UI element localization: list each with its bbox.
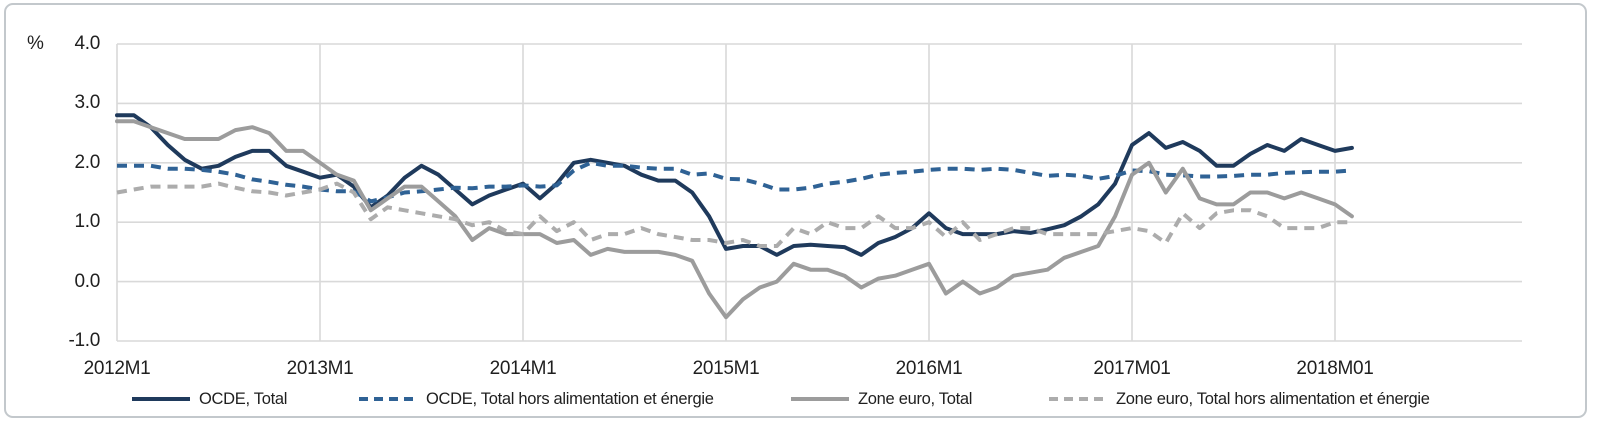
x-tick-label: 2016M1 [895, 358, 963, 379]
y-tick-label: 0.0 [74, 270, 100, 292]
legend-solid-line-swatch [791, 397, 849, 401]
x-tick-label: 2012M1 [83, 358, 151, 379]
legend-dashed-line-swatch [1049, 397, 1107, 401]
y-tick-label: 1.0 [74, 211, 100, 233]
legend-solid-line-swatch [132, 397, 190, 401]
y-tick-label: 2.0 [74, 151, 100, 173]
legend-dashed-line-swatch [359, 397, 417, 401]
chart-frame-border [4, 3, 1587, 418]
x-tick-label: 2014M1 [489, 358, 557, 379]
y-tick-label: -1.0 [68, 330, 100, 351]
series-line-0 [115, 113, 1354, 257]
legend-item-2: Zone euro, Total [790, 388, 972, 410]
legend-label: Zone euro, Total hors alimentation et én… [1116, 389, 1430, 408]
x-tick-label: 2018M01 [1296, 358, 1374, 379]
legend-item-3: Zone euro, Total hors alimentation et én… [1048, 388, 1430, 410]
series-line-3 [116, 181, 1352, 248]
y-axis-unit-label: % [27, 33, 44, 54]
x-tick-label: 2015M1 [692, 358, 760, 379]
x-tick-label: 2013M1 [286, 358, 354, 379]
series-line-1 [117, 160, 1353, 204]
y-tick-label: 4.0 [74, 33, 100, 54]
legend-item-1: OCDE, Total hors alimentation et énergie [358, 388, 714, 410]
legend-label: OCDE, Total [199, 389, 288, 408]
legend-item-0: OCDE, Total [131, 388, 287, 410]
x-tick-label: 2017M01 [1093, 358, 1171, 379]
legend-label: OCDE, Total hors alimentation et énergie [426, 389, 714, 408]
series-line-2 [115, 119, 1354, 320]
y-tick-label: 3.0 [74, 92, 100, 114]
legend-label: Zone euro, Total [858, 389, 973, 408]
